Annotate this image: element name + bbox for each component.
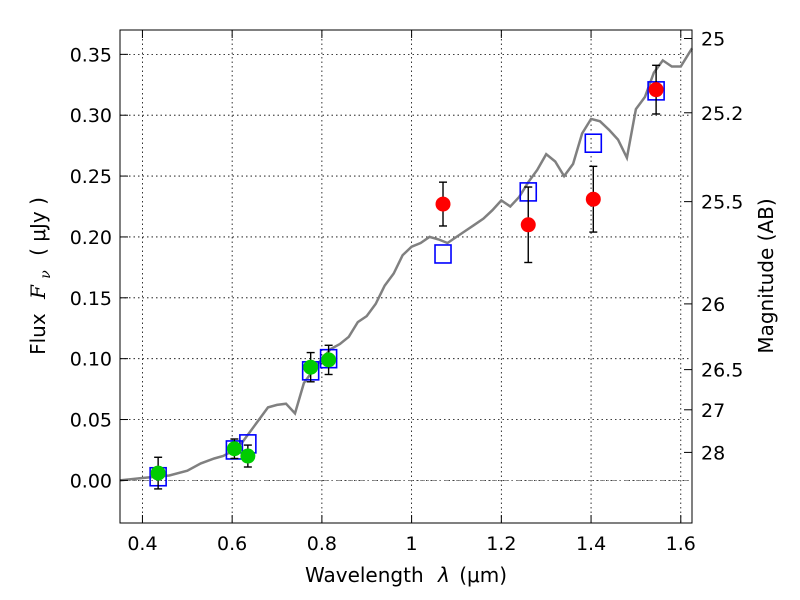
y-axis-label-unit: ( μJy ): [26, 197, 50, 256]
x-axis-ticks: 0.4 0.6 0.8 1 1.2 1.4 1.6: [127, 30, 696, 555]
y-tick-label: 0.10: [70, 349, 112, 371]
y-tick-label: 0.15: [70, 288, 112, 310]
x-axis-label: Wavelength λ (μm): [305, 563, 507, 587]
y-axis-label-subscript: ν: [38, 270, 54, 279]
y-tick-label: 0.20: [70, 227, 112, 249]
model-square-point: [584, 133, 603, 154]
x-tick-label: 1.2: [486, 533, 516, 555]
data-point: [435, 196, 451, 212]
y-tick-label: 0.00: [70, 470, 112, 492]
y-tick-label: 0.25: [70, 166, 112, 188]
y2-axis-ticks: 25 25.2 25.5 26 26.5 27 28: [684, 29, 743, 464]
x-tick-label: 0.8: [307, 533, 337, 555]
plot-background: [120, 30, 692, 523]
y2-tick-label: 25.5: [701, 192, 743, 214]
data-point: [226, 441, 242, 457]
y2-axis-label: Magnitude (AB): [754, 198, 778, 353]
data-point: [648, 82, 664, 98]
y-tick-label: 0.30: [70, 105, 112, 127]
data-point: [303, 359, 319, 375]
y-tick-label: 0.05: [70, 410, 112, 432]
y2-tick-label: 26.5: [701, 360, 743, 382]
y2-tick-label: 27: [701, 400, 725, 422]
x-tick-label: 1.6: [666, 533, 696, 555]
y-tick-label: 0.35: [70, 44, 112, 66]
x-tick-label: 1: [406, 533, 418, 555]
model-square-point: [434, 244, 452, 264]
x-axis-label-text: Wavelength: [305, 563, 424, 587]
x-axis-label-symbol: λ: [437, 563, 450, 587]
x-tick-label: 0.4: [127, 533, 157, 555]
plot-frame: [119, 29, 693, 524]
y-axis-label: Flux F ν ( μJy ): [26, 197, 55, 355]
y2-tick-label: 26: [701, 294, 725, 316]
y2-tick-label: 25: [701, 29, 725, 51]
x-tick-label: 1.4: [576, 533, 606, 555]
model-spectrum-line: [119, 47, 694, 482]
y-axis-label-symbol: F: [26, 284, 50, 300]
y-axis-ticks: 0.00 0.05 0.10 0.15 0.20 0.25 0.30 0.35: [70, 44, 128, 492]
data-point: [321, 352, 337, 368]
data-point: [520, 217, 536, 233]
series-layer: [119, 47, 694, 490]
data-point: [240, 448, 256, 464]
x-tick-label: 0.6: [217, 533, 247, 555]
y2-tick-label: 28: [701, 442, 725, 464]
y2-tick-label: 25.2: [701, 103, 743, 125]
y-axis-label-text: Flux: [26, 313, 50, 355]
x-axis-label-unit: (μm): [459, 563, 507, 587]
data-point: [585, 191, 601, 207]
data-point: [150, 465, 166, 481]
